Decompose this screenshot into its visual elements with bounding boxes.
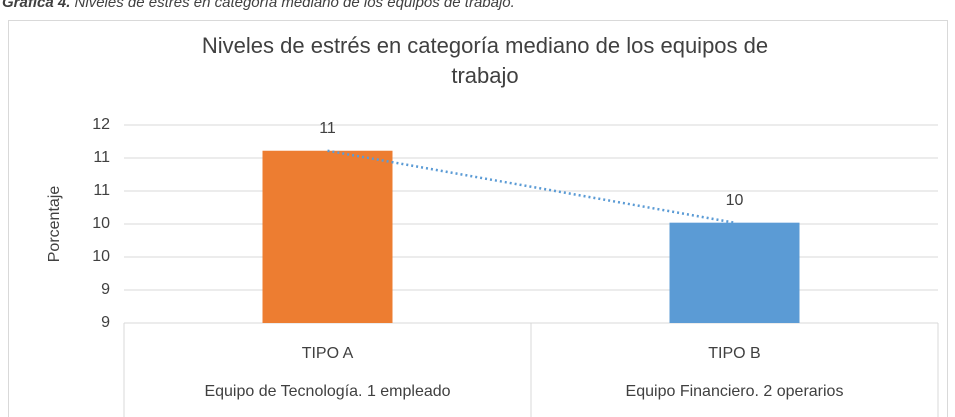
x-subcategory-label: Equipo Financiero. 2 operarios — [626, 383, 844, 400]
caption-label: Gráfica 4. — [2, 0, 70, 11]
y-tick-label: 9 — [101, 281, 110, 298]
y-tick-label: 11 — [93, 182, 110, 199]
bar — [669, 222, 800, 323]
trendline — [327, 149, 735, 224]
chart-title: Niveles de estrés en categoría mediano d… — [202, 33, 768, 88]
caption-text: Niveles de estrés en categoría mediano d… — [75, 0, 515, 11]
data-label: 10 — [726, 192, 744, 209]
y-tick-label: 12 — [92, 116, 110, 133]
data-label: 11 — [319, 120, 336, 137]
x-subcategory-label: Equipo de Tecnología. 1 empleado — [204, 383, 450, 400]
y-axis-label: Porcentaje — [46, 186, 63, 263]
bar — [262, 150, 393, 323]
x-tick-label: TIPO A — [302, 345, 354, 362]
caption: Gráfica 4. Niveles de estrés en categorí… — [2, 0, 515, 11]
y-tick-label: 10 — [92, 248, 110, 265]
y-tick-label: 11 — [93, 149, 110, 166]
y-tick-label: 10 — [92, 215, 110, 232]
chart-border — [8, 20, 948, 417]
y-tick-label: 9 — [101, 314, 110, 331]
x-tick-label: TIPO B — [708, 345, 760, 362]
